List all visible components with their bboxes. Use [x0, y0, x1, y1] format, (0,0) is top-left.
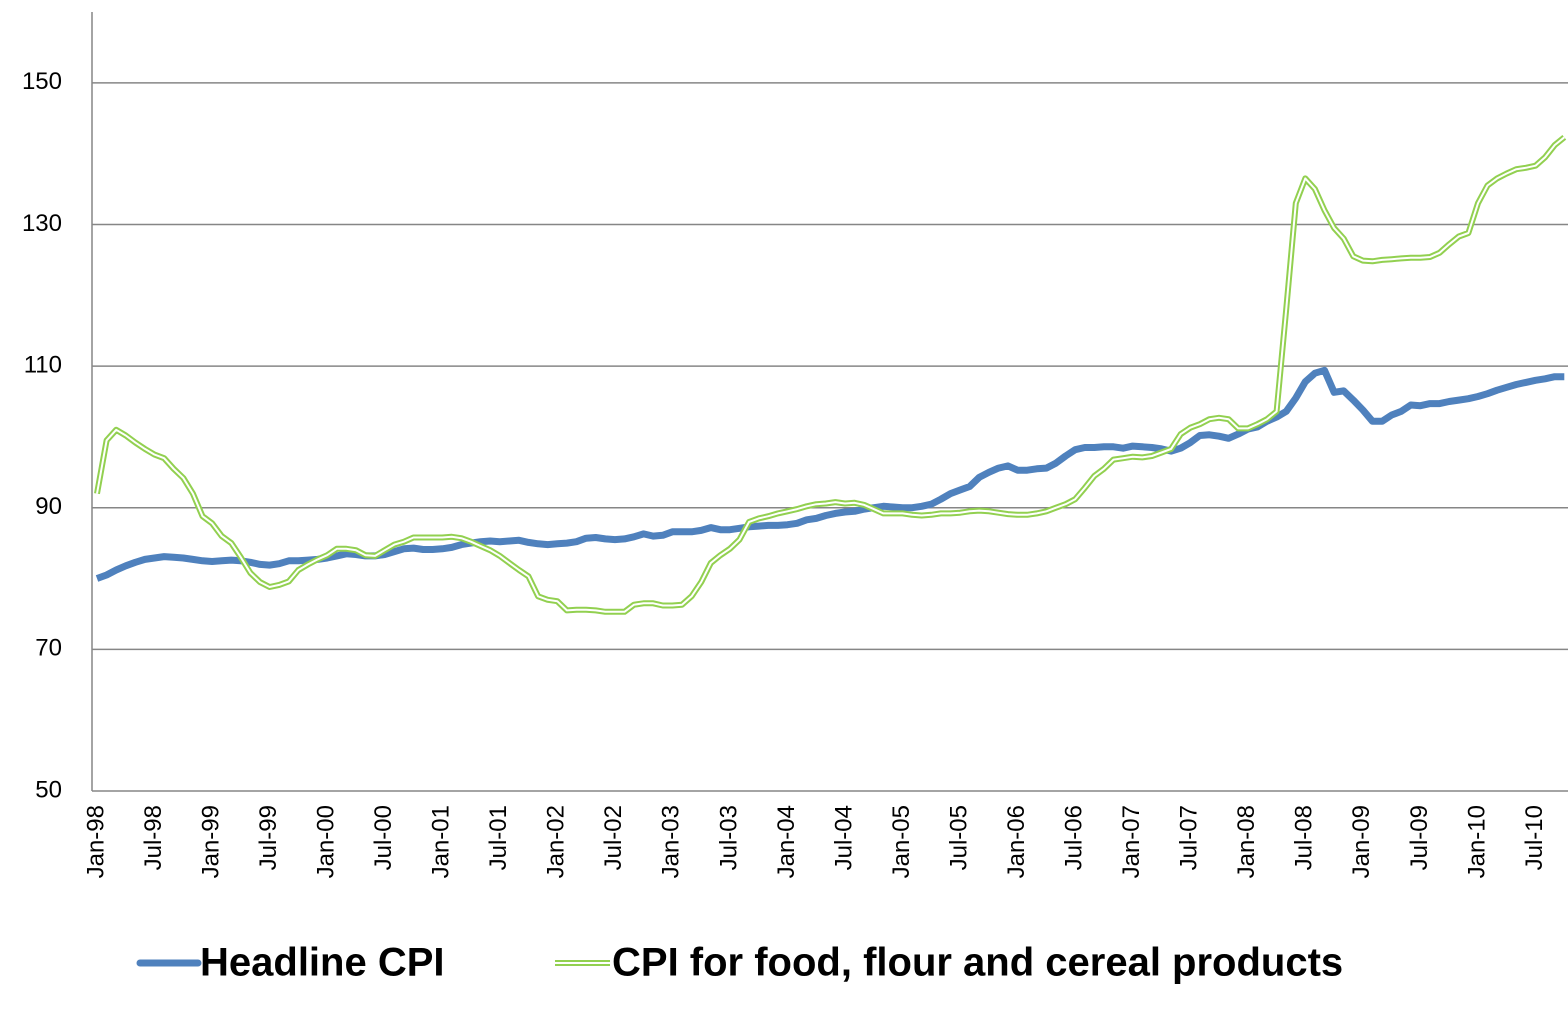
- x-tick-label: Jul-07: [1176, 805, 1203, 870]
- x-tick-label: Jul-06: [1061, 805, 1088, 870]
- x-tick-label: Jul-03: [715, 805, 742, 870]
- x-tick-label: Jul-00: [370, 805, 397, 870]
- x-tick-label: Jul-02: [600, 805, 627, 870]
- x-tick-label: Jul-04: [830, 805, 857, 870]
- x-tick-label: Jan-06: [1003, 805, 1030, 878]
- x-tick-label: Jan-00: [313, 805, 340, 878]
- x-tick-label: Jan-98: [82, 805, 109, 878]
- x-tick-label: Jan-03: [658, 805, 685, 878]
- y-tick-label: 50: [35, 776, 62, 803]
- x-tick-label: Jul-98: [140, 805, 167, 870]
- x-tick-label: Jan-02: [543, 805, 570, 878]
- legend-label: CPI for food, flour and cereal products: [612, 941, 1343, 985]
- x-tick-label: Jan-99: [197, 805, 224, 878]
- x-tick-label: Jul-99: [255, 805, 282, 870]
- y-tick-label: 130: [22, 210, 62, 237]
- y-tick-label: 90: [35, 493, 62, 520]
- legend-label: Headline CPI: [200, 941, 445, 985]
- x-tick-label: Jan-05: [888, 805, 915, 878]
- x-tick-label: Jul-09: [1406, 805, 1433, 870]
- x-tick-label: Jan-01: [428, 805, 455, 878]
- x-tick-label: Jul-10: [1521, 805, 1548, 870]
- y-tick-label: 110: [24, 351, 62, 378]
- x-tick-label: Jul-05: [945, 805, 972, 870]
- y-tick-label: 150: [22, 68, 62, 95]
- x-tick-label: Jan-09: [1348, 805, 1375, 878]
- x-tick-label: Jan-07: [1118, 805, 1145, 878]
- x-tick-label: Jul-01: [485, 805, 512, 870]
- series-line: [95, 366, 1565, 582]
- x-tick-label: Jan-04: [773, 805, 800, 878]
- series-line: [94, 134, 1567, 615]
- x-tick-label: Jan-08: [1233, 805, 1260, 878]
- series-line-inner: [96, 136, 1565, 613]
- x-tick-label: Jul-08: [1291, 805, 1318, 870]
- x-tick-label: Jan-10: [1463, 805, 1490, 878]
- y-tick-label: 70: [35, 635, 62, 662]
